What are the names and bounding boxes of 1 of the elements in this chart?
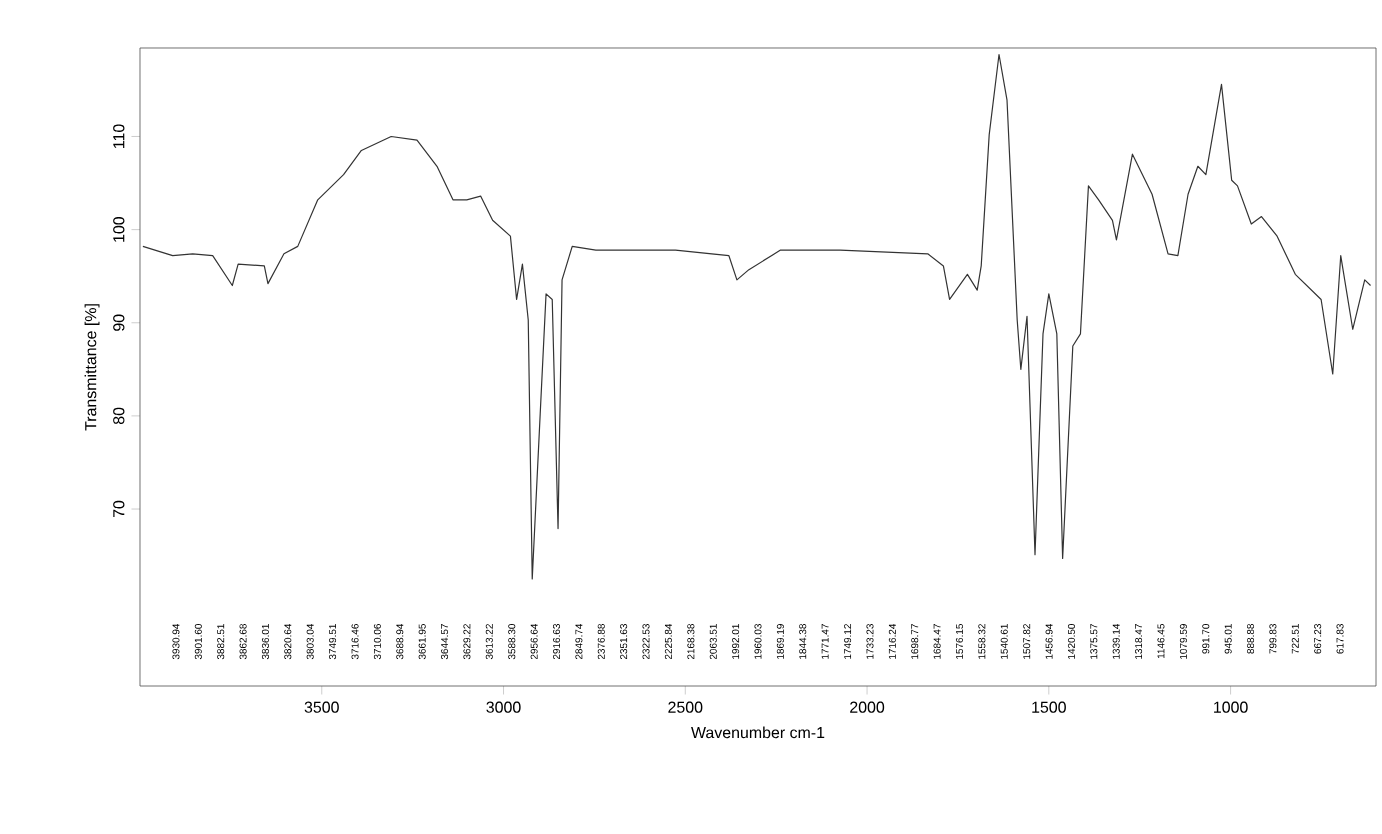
line-series [142, 53, 1372, 580]
